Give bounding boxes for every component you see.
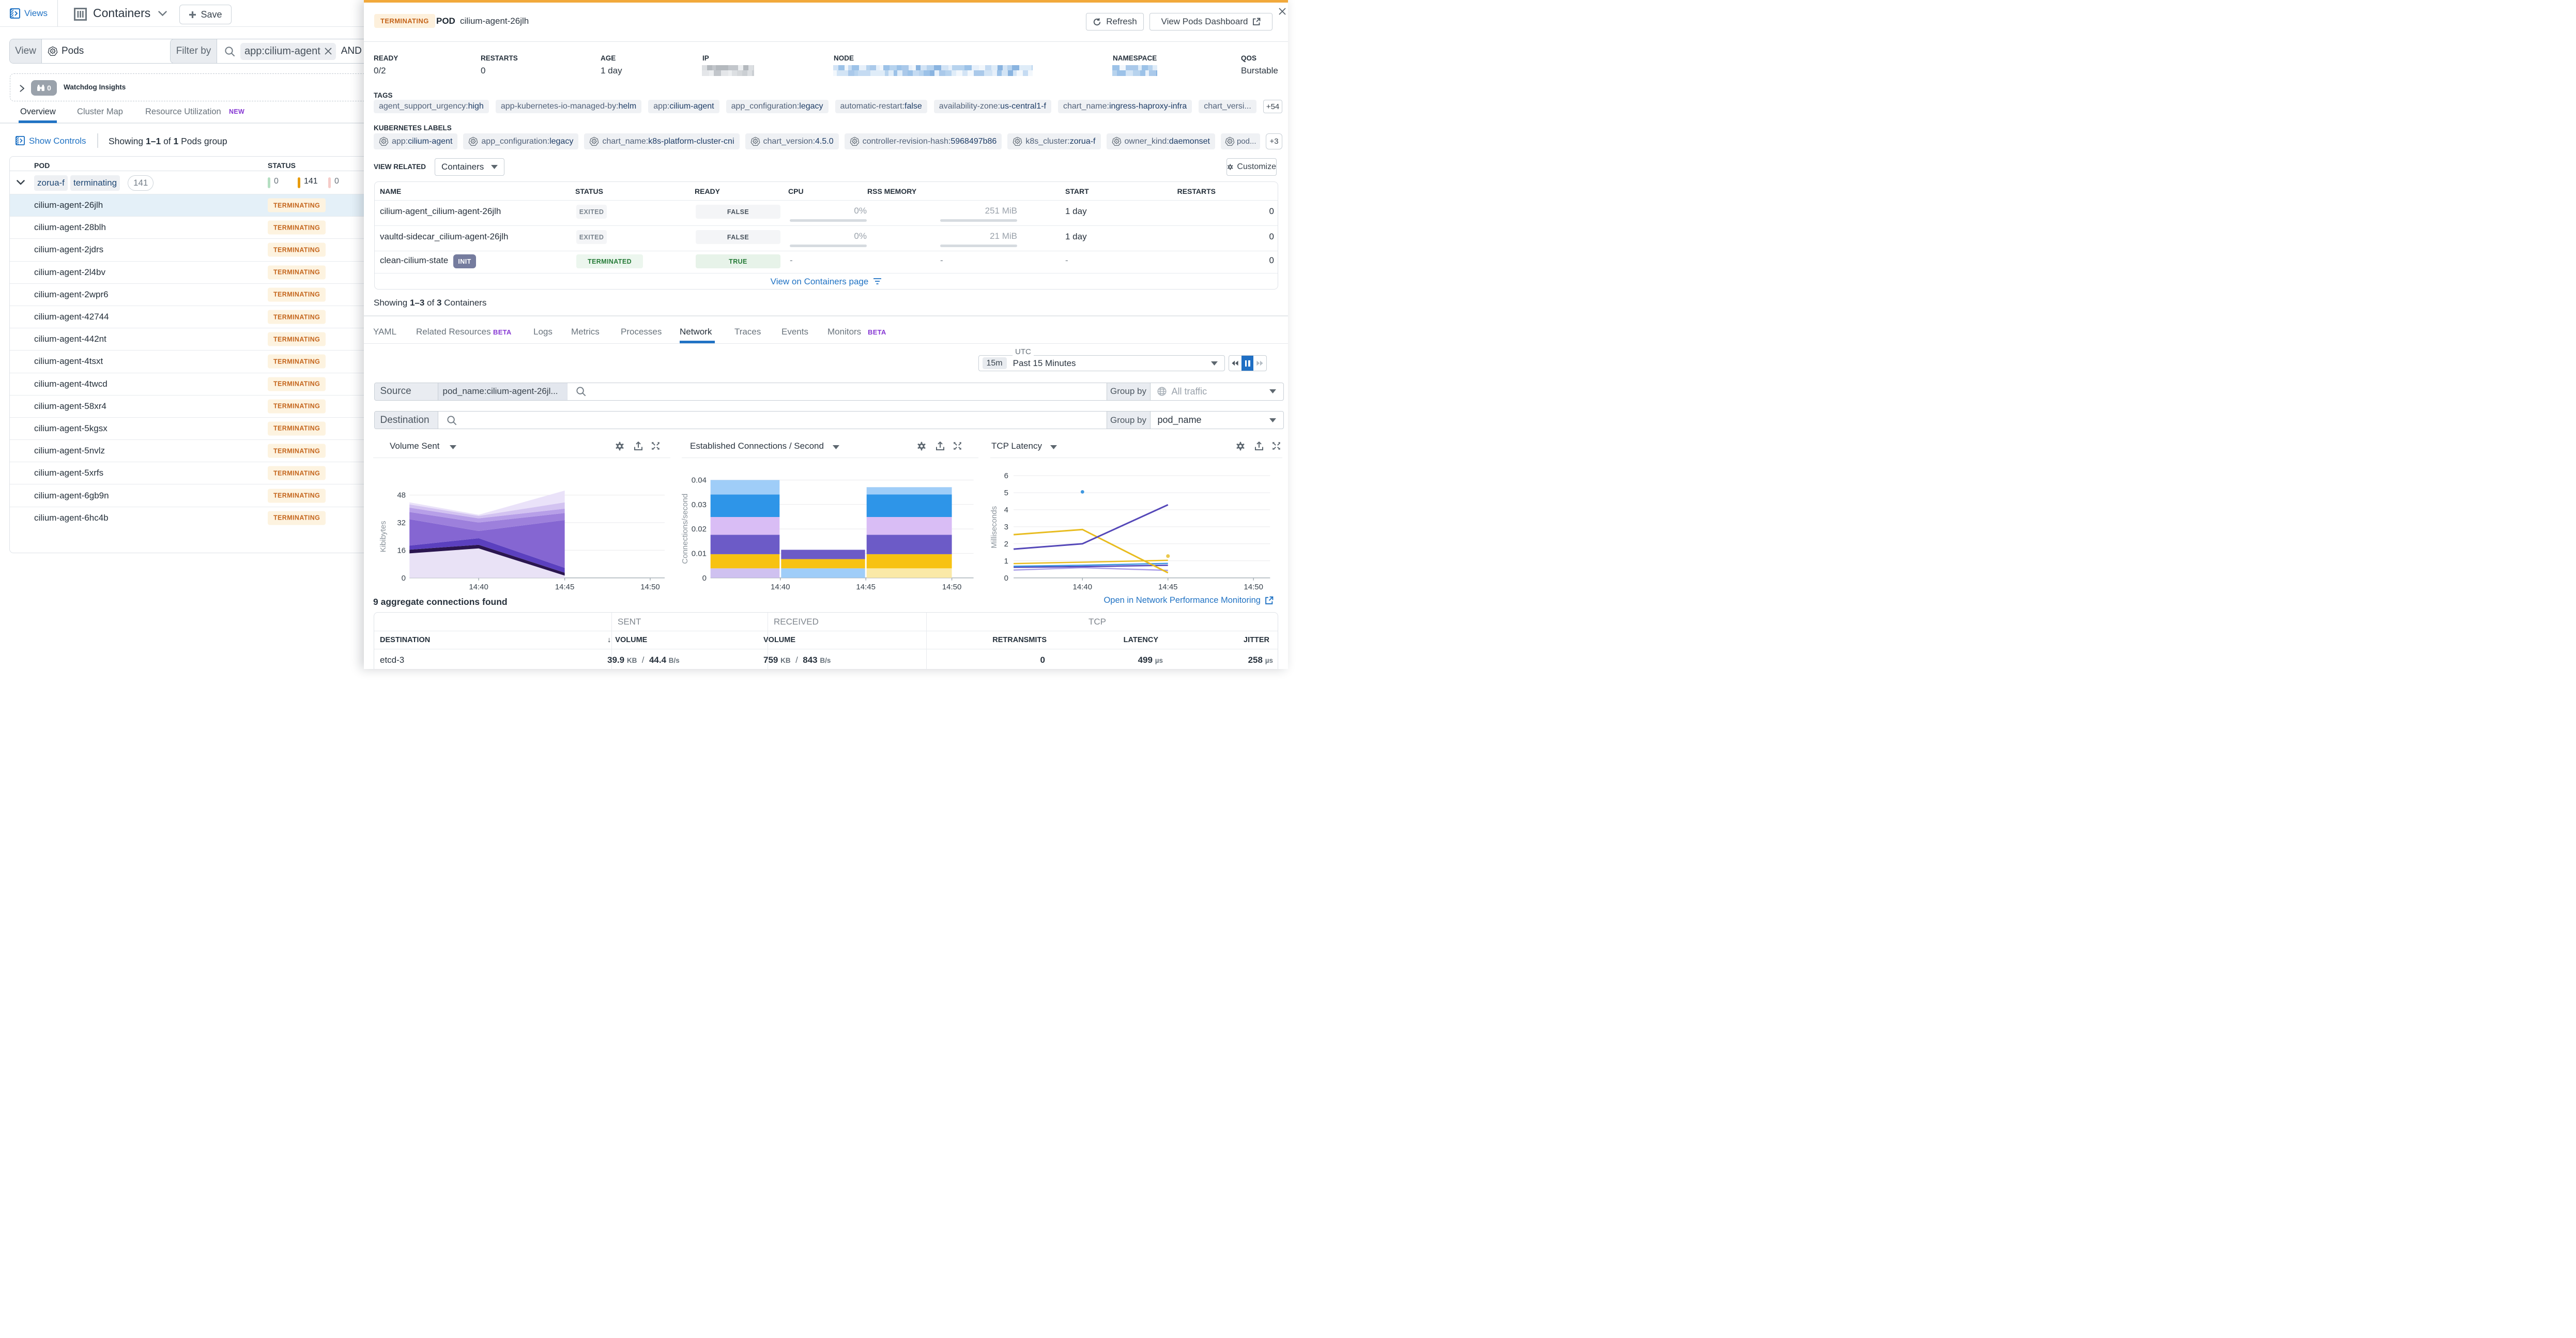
svg-text:6: 6 — [1004, 472, 1008, 480]
svg-text:16: 16 — [397, 546, 406, 555]
svg-text:Connections/second: Connections/second — [681, 494, 689, 564]
svg-text:5: 5 — [1004, 489, 1008, 497]
svg-text:0: 0 — [1004, 574, 1008, 583]
svg-text:0.04: 0.04 — [692, 476, 707, 485]
svg-text:14:45: 14:45 — [1158, 583, 1178, 591]
svg-text:2: 2 — [1004, 540, 1008, 549]
svg-text:14:40: 14:40 — [469, 583, 488, 591]
svg-text:14:45: 14:45 — [856, 583, 876, 591]
svg-text:14:45: 14:45 — [555, 583, 575, 591]
svg-text:1: 1 — [1004, 557, 1008, 566]
svg-text:4: 4 — [1004, 506, 1008, 514]
svg-text:48: 48 — [397, 491, 406, 500]
svg-text:0.01: 0.01 — [692, 549, 707, 558]
svg-text:Milliseconds: Milliseconds — [990, 506, 999, 549]
svg-text:0.03: 0.03 — [692, 500, 707, 509]
svg-text:0.02: 0.02 — [692, 525, 707, 534]
svg-text:14:50: 14:50 — [942, 583, 962, 591]
svg-text:14:40: 14:40 — [771, 583, 790, 591]
svg-text:Kibibytes: Kibibytes — [379, 521, 388, 552]
svg-text:0: 0 — [402, 574, 406, 583]
svg-text:14:50: 14:50 — [640, 583, 660, 591]
svg-text:14:50: 14:50 — [1244, 583, 1263, 591]
svg-text:32: 32 — [397, 519, 406, 527]
svg-text:3: 3 — [1004, 523, 1008, 531]
svg-text:14:40: 14:40 — [1073, 583, 1093, 591]
svg-text:0: 0 — [702, 574, 707, 583]
